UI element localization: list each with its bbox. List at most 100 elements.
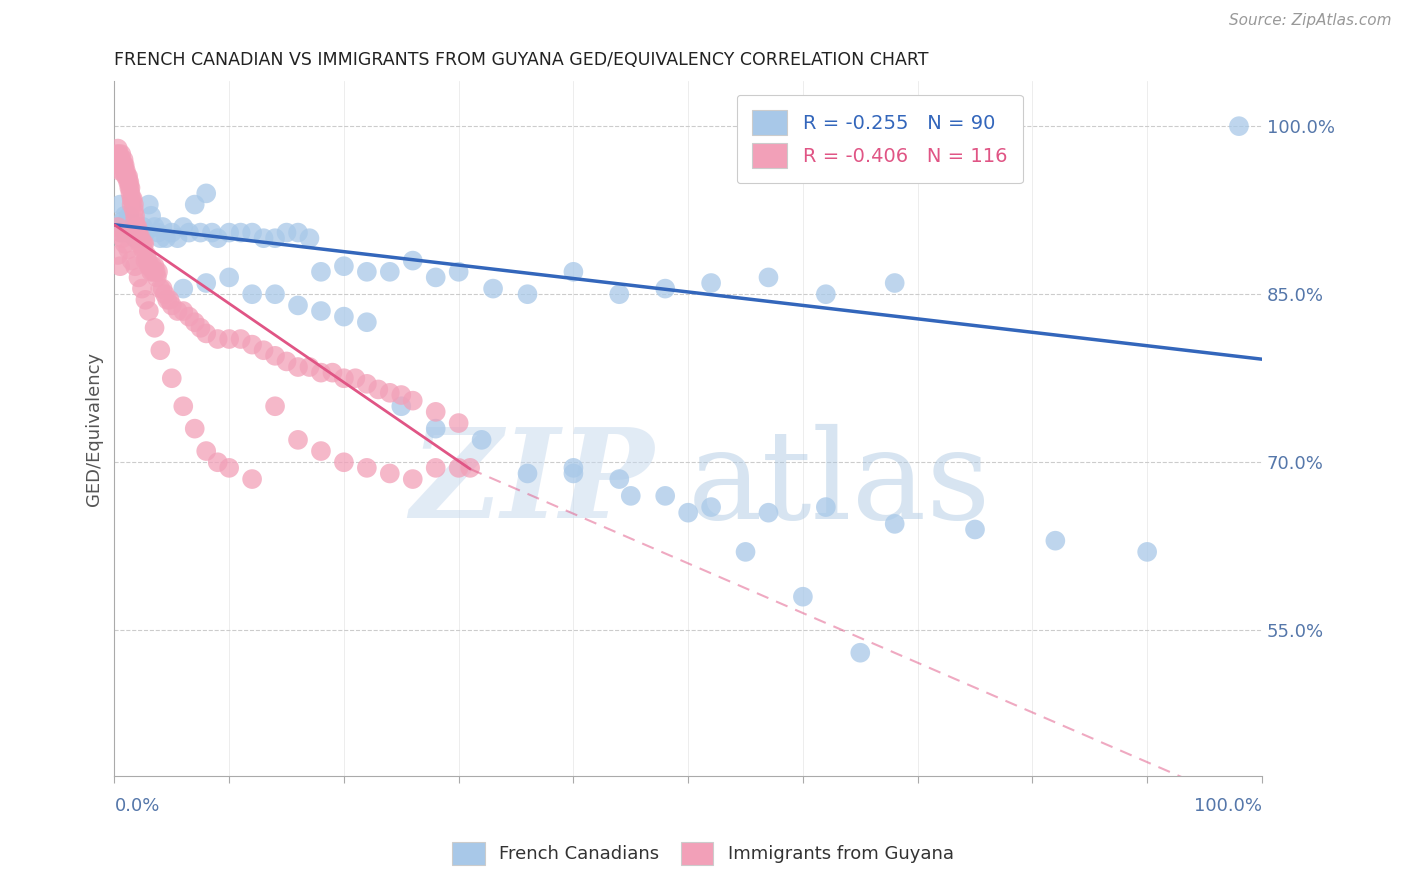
- Text: 0.0%: 0.0%: [114, 797, 160, 814]
- Point: [620, 489, 643, 503]
- Point: [264, 231, 287, 245]
- Point: [139, 259, 162, 273]
- Point: [149, 231, 172, 245]
- Point: [356, 315, 378, 329]
- Point: [112, 219, 135, 234]
- Point: [190, 321, 212, 335]
- Point: [184, 315, 207, 329]
- Point: [138, 304, 160, 318]
- Point: [121, 253, 143, 268]
- Point: [1227, 119, 1250, 133]
- Point: [108, 164, 131, 178]
- Point: [177, 310, 200, 324]
- Point: [252, 343, 274, 358]
- Point: [111, 164, 134, 178]
- Point: [356, 461, 378, 475]
- Point: [128, 236, 150, 251]
- Point: [309, 265, 332, 279]
- Point: [122, 203, 145, 218]
- Text: 100.0%: 100.0%: [1194, 797, 1263, 814]
- Point: [447, 461, 470, 475]
- Point: [160, 371, 183, 385]
- Point: [124, 214, 146, 228]
- Point: [118, 181, 141, 195]
- Point: [108, 197, 131, 211]
- Point: [207, 231, 229, 245]
- Point: [159, 293, 181, 307]
- Point: [425, 461, 447, 475]
- Point: [389, 388, 412, 402]
- Point: [264, 349, 287, 363]
- Point: [139, 265, 162, 279]
- Point: [124, 259, 146, 273]
- Point: [128, 231, 150, 245]
- Point: [447, 265, 470, 279]
- Point: [218, 270, 240, 285]
- Point: [172, 304, 194, 318]
- Point: [654, 489, 676, 503]
- Point: [134, 293, 156, 307]
- Point: [402, 393, 425, 408]
- Point: [172, 282, 194, 296]
- Point: [142, 265, 165, 279]
- Point: [1045, 533, 1067, 548]
- Point: [134, 226, 156, 240]
- Point: [425, 405, 447, 419]
- Point: [125, 219, 148, 234]
- Text: Source: ZipAtlas.com: Source: ZipAtlas.com: [1229, 13, 1392, 29]
- Point: [117, 219, 139, 234]
- Point: [108, 259, 131, 273]
- Point: [172, 399, 194, 413]
- Point: [131, 282, 153, 296]
- Point: [562, 461, 585, 475]
- Point: [229, 332, 252, 346]
- Point: [129, 231, 152, 245]
- Point: [356, 376, 378, 391]
- Point: [378, 467, 401, 481]
- Point: [121, 219, 143, 234]
- Point: [287, 226, 309, 240]
- Text: FRENCH CANADIAN VS IMMIGRANTS FROM GUYANA GED/EQUIVALENCY CORRELATION CHART: FRENCH CANADIAN VS IMMIGRANTS FROM GUYAN…: [114, 51, 929, 69]
- Point: [287, 359, 309, 374]
- Point: [121, 192, 143, 206]
- Point: [963, 523, 986, 537]
- Point: [160, 298, 183, 312]
- Point: [132, 236, 155, 251]
- Point: [195, 186, 218, 201]
- Point: [111, 158, 134, 172]
- Point: [184, 422, 207, 436]
- Point: [146, 265, 169, 279]
- Text: ZIP: ZIP: [411, 424, 654, 545]
- Point: [122, 226, 145, 240]
- Point: [112, 158, 135, 172]
- Point: [131, 226, 153, 240]
- Point: [218, 332, 240, 346]
- Point: [107, 248, 129, 262]
- Point: [110, 153, 132, 167]
- Point: [309, 304, 332, 318]
- Point: [127, 226, 149, 240]
- Point: [287, 298, 309, 312]
- Point: [135, 248, 157, 262]
- Point: [143, 321, 166, 335]
- Point: [321, 366, 343, 380]
- Point: [298, 359, 321, 374]
- Point: [149, 343, 172, 358]
- Point: [177, 226, 200, 240]
- Point: [389, 399, 412, 413]
- Point: [136, 253, 159, 268]
- Point: [132, 219, 155, 234]
- Point: [134, 236, 156, 251]
- Point: [152, 219, 174, 234]
- Point: [156, 293, 179, 307]
- Point: [207, 332, 229, 346]
- Point: [883, 516, 905, 531]
- Point: [309, 366, 332, 380]
- Point: [607, 287, 630, 301]
- Point: [122, 197, 145, 211]
- Point: [110, 147, 132, 161]
- Point: [105, 147, 128, 161]
- Point: [115, 169, 138, 184]
- Point: [128, 226, 150, 240]
- Point: [127, 219, 149, 234]
